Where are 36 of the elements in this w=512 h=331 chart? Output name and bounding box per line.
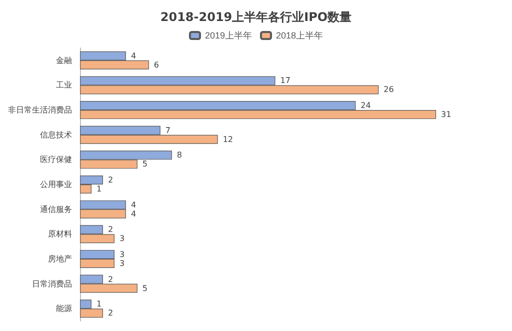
legend-label: 2018上半年	[276, 30, 324, 40]
data-label: 2	[108, 176, 114, 184]
y-tick-label: 信息技术	[40, 130, 72, 140]
y-tick-label: 房地产	[48, 254, 72, 264]
data-label: 2	[108, 308, 114, 318]
y-tick-label: 非日常生活消费品	[8, 106, 72, 115]
data-label: 5	[142, 160, 148, 169]
data-label: 3	[119, 250, 125, 259]
y-tick-label: 工业	[56, 80, 72, 90]
data-label: 3	[119, 234, 125, 244]
legend-label: 2019上半年	[204, 30, 252, 40]
data-label: 3	[119, 258, 125, 268]
y-tick-label: 日常消费品	[32, 279, 72, 288]
data-label: 6	[154, 60, 160, 70]
chart-title: 2018-2019上半年各行业IPO数量	[160, 10, 352, 24]
data-label: 4	[130, 51, 136, 60]
data-label: 7	[165, 126, 170, 135]
data-label: 2	[108, 225, 114, 234]
y-tick-label: 通信服务	[40, 204, 72, 214]
y-tick-label: 金融	[56, 56, 72, 65]
y-tick-label: 医疗保健	[40, 155, 72, 164]
data-label: 4	[130, 200, 136, 210]
data-label: 26	[384, 85, 394, 94]
y-tick-label: 公用事业	[40, 180, 72, 189]
data-label: 12	[222, 134, 234, 144]
y-tick-label: 能源	[56, 304, 72, 314]
data-label: 2	[108, 274, 114, 284]
data-label: 31	[441, 110, 452, 120]
data-label: 1	[96, 184, 102, 194]
data-label: 24	[360, 101, 371, 110]
data-label: 8	[176, 150, 182, 160]
data-label: 4	[130, 209, 136, 218]
y-tick-label: 原材料	[48, 230, 72, 239]
data-label: 1	[96, 300, 102, 309]
data-label: 5	[142, 284, 148, 293]
data-label: 17	[280, 76, 290, 86]
